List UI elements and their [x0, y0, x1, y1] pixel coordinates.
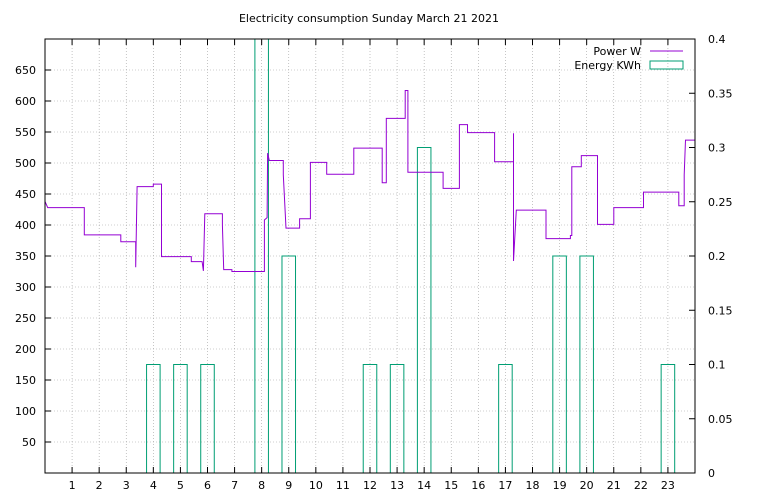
x-tick-label: 18 — [526, 479, 540, 492]
grid-lines — [45, 39, 695, 473]
x-tick-label: 16 — [471, 479, 485, 492]
x-tick-label: 12 — [363, 479, 377, 492]
x-tick-label: 6 — [204, 479, 211, 492]
x-tick-label: 3 — [123, 479, 130, 492]
y-tick-label: 350 — [15, 250, 36, 263]
x-tick-label: 8 — [258, 479, 265, 492]
x-tick-label: 22 — [634, 479, 648, 492]
y2-tick-label: 0.35 — [708, 87, 733, 100]
x-tick-label: 2 — [96, 479, 103, 492]
y-tick-label: 650 — [15, 64, 36, 77]
x-tick-label: 1 — [69, 479, 76, 492]
y-axis-right: 0 0.05 0.1 0.15 0.2 0.25 0.3 0.35 0.4 — [689, 33, 733, 480]
y-tick-label: 250 — [15, 312, 36, 325]
power-w-series-line — [44, 90, 695, 272]
legend-label-energy: Energy KWh — [574, 59, 641, 72]
y2-tick-label: 0.15 — [708, 304, 733, 317]
y2-tick-label: 0.05 — [708, 413, 733, 426]
x-tick-label: 5 — [177, 479, 184, 492]
x-tick-label: 10 — [309, 479, 323, 492]
legend-swatch-energy — [649, 60, 684, 70]
x-tick-label: 4 — [150, 479, 157, 492]
x-tick-label: 7 — [231, 479, 238, 492]
x-tick-label: 13 — [390, 479, 404, 492]
legend: Power W Energy KWh — [574, 45, 684, 72]
y2-tick-label: 0 — [708, 467, 715, 480]
y-tick-label: 300 — [15, 281, 36, 294]
y2-tick-label: 0.25 — [708, 196, 733, 209]
chart-title: Electricity consumption Sunday March 21 … — [239, 12, 499, 25]
y-tick-label: 100 — [15, 405, 36, 418]
x-tick-label: 21 — [607, 479, 621, 492]
x-tick-label: 20 — [580, 479, 594, 492]
y2-tick-label: 0.3 — [708, 142, 726, 155]
y-tick-label: 600 — [15, 95, 36, 108]
y-tick-label: 200 — [15, 343, 36, 356]
y-tick-label: 550 — [15, 126, 36, 139]
y2-tick-label: 0.2 — [708, 250, 726, 263]
y-axis-left: 50 100 150 200 250 300 350 400 450 500 550 600 650 — [15, 64, 51, 449]
y-tick-label: 50 — [22, 436, 36, 449]
x-tick-label: 17 — [498, 479, 512, 492]
legend-label-power: Power W — [593, 45, 641, 58]
x-tick-label: 14 — [417, 479, 431, 492]
x-tick-label: 23 — [661, 479, 675, 492]
y2-tick-label: 0.4 — [708, 33, 726, 46]
x-tick-label: 9 — [285, 479, 292, 492]
energy-box — [416, 147, 432, 474]
y-tick-label: 450 — [15, 188, 36, 201]
y2-tick-label: 0.1 — [708, 359, 726, 372]
x-tick-label: 15 — [444, 479, 458, 492]
y-tick-label: 400 — [15, 219, 36, 232]
x-tick-label: 19 — [553, 479, 567, 492]
y-tick-label: 150 — [15, 374, 36, 387]
y-tick-label: 500 — [15, 157, 36, 170]
x-tick-label: 11 — [336, 479, 350, 492]
x-axis: 1 2 3 4 5 6 7 8 9 10 11 12 13 14 15 16 17 18 19 20 21 22 23 — [69, 39, 675, 492]
